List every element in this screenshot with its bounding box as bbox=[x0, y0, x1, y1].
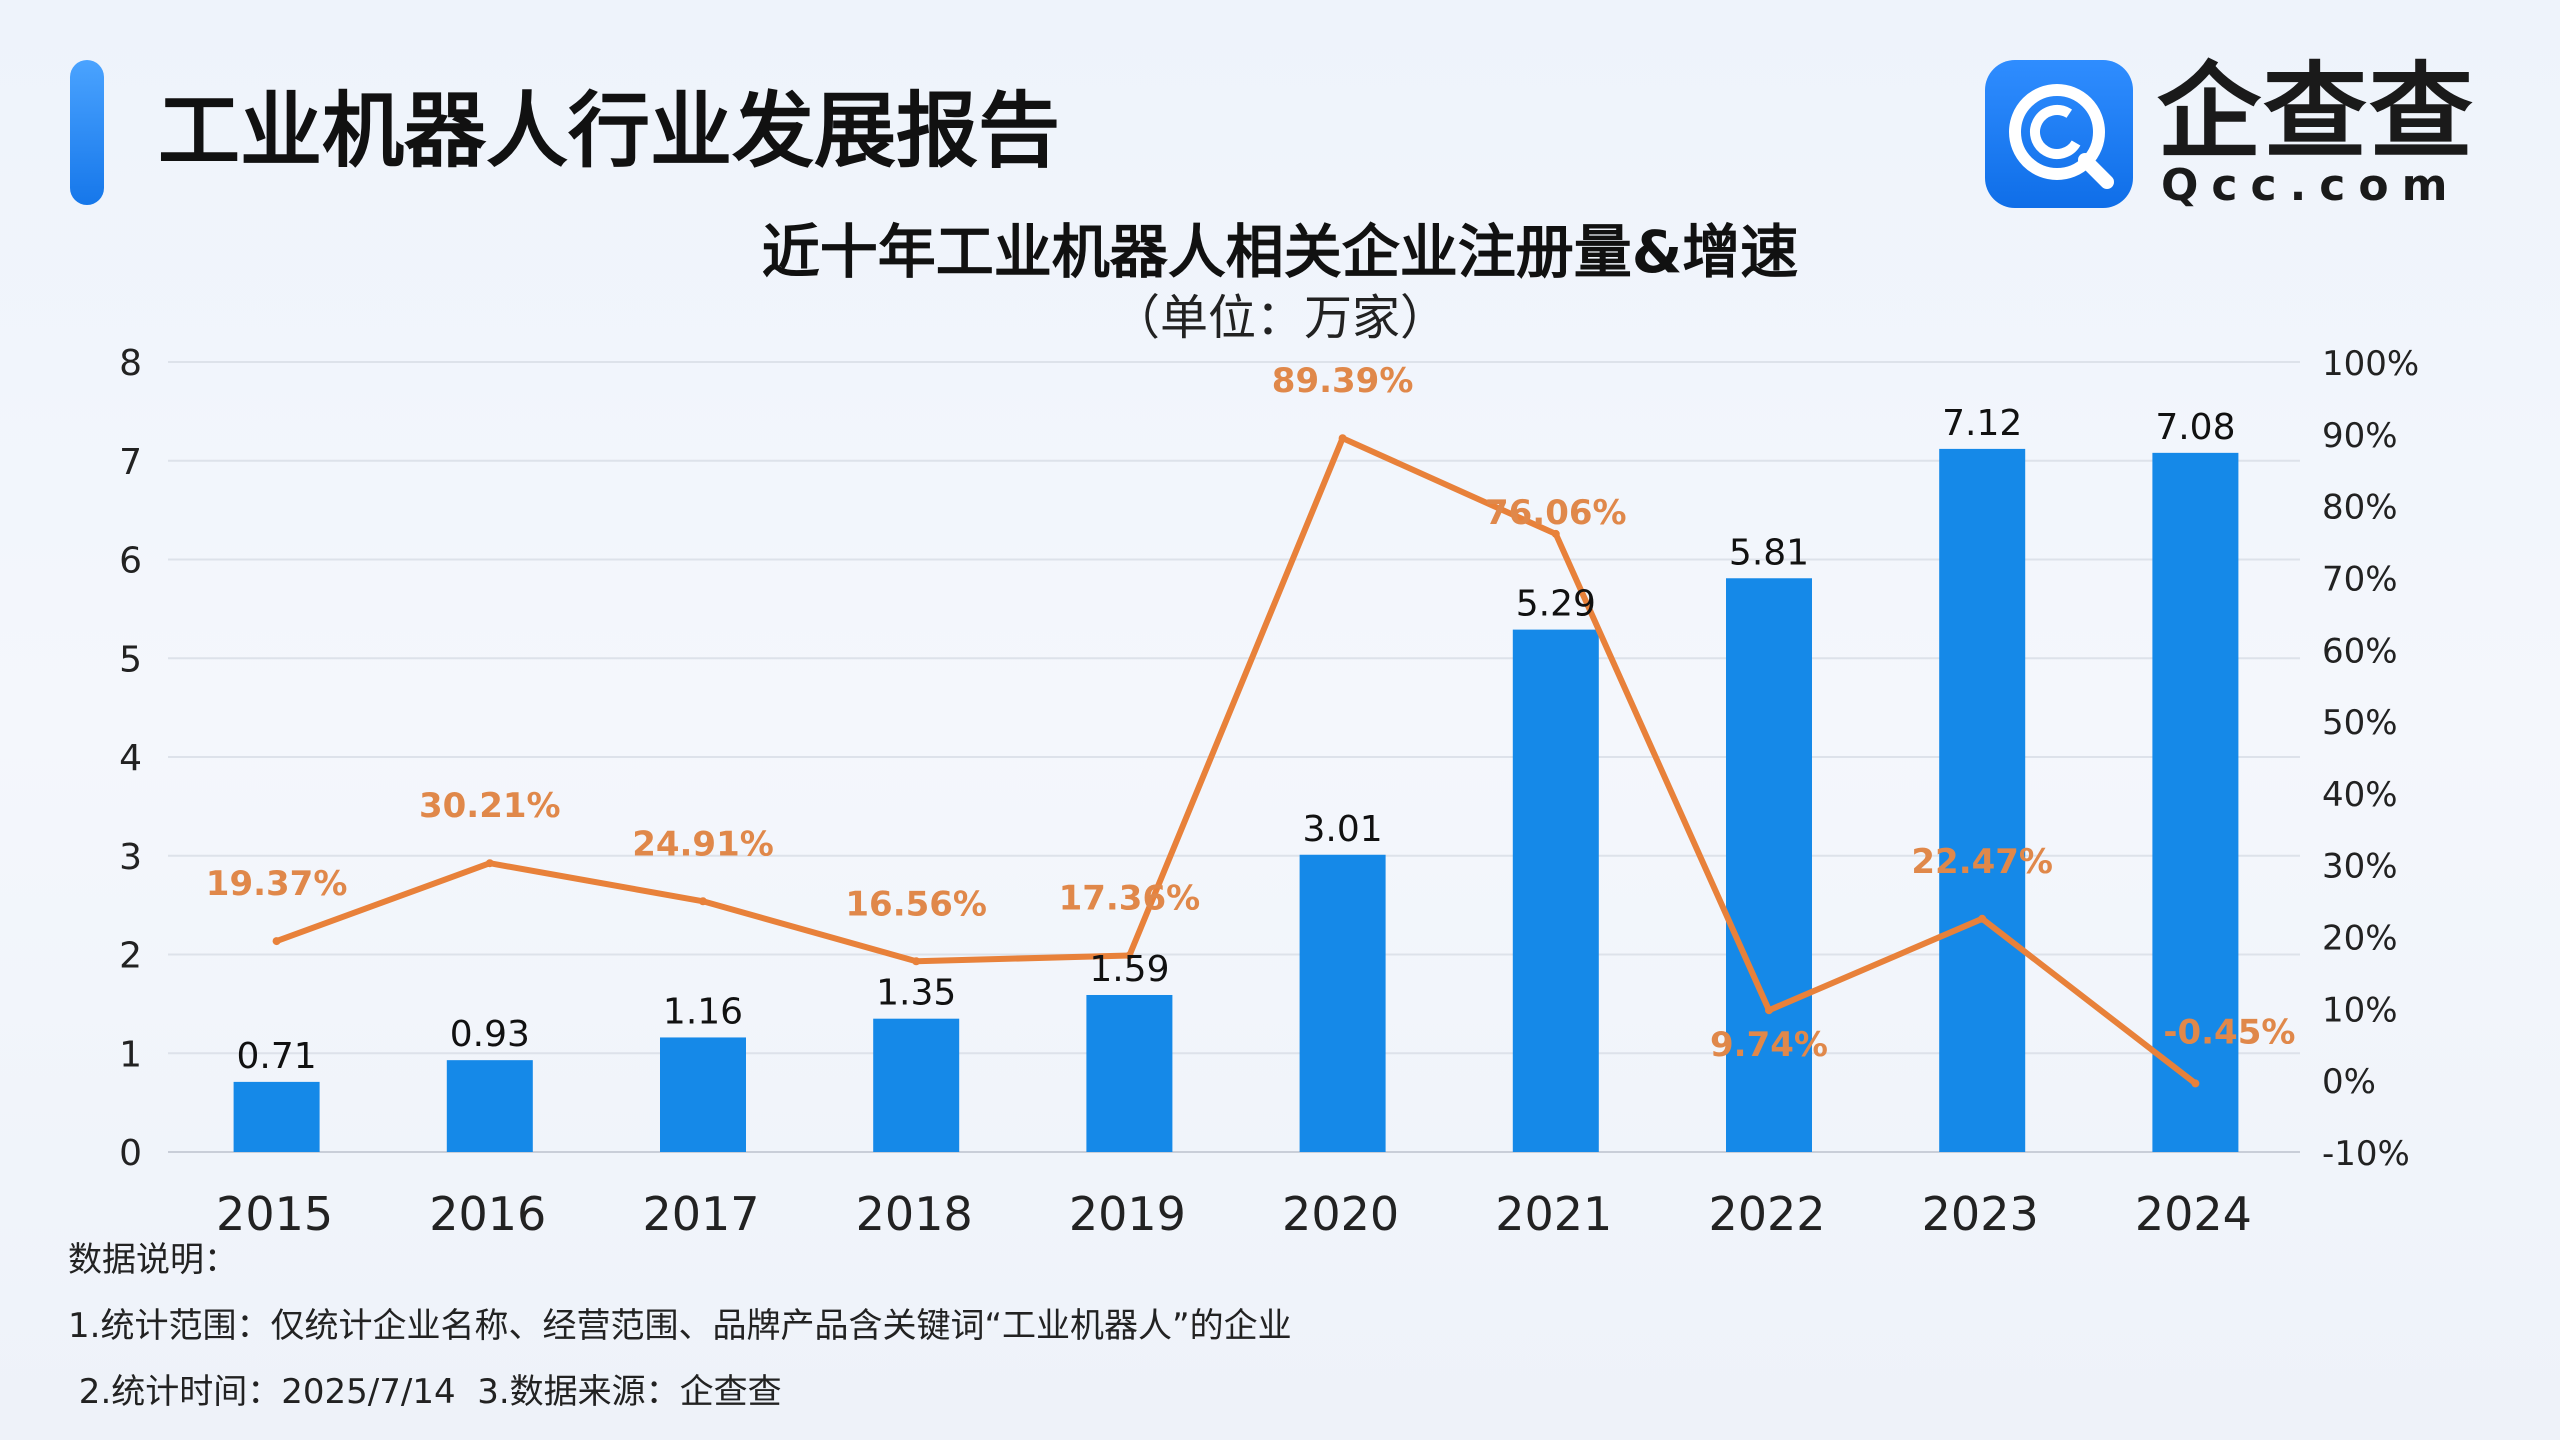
y-left-tick-label: 2 bbox=[119, 936, 142, 977]
growth-value-label: 17.36% bbox=[1059, 879, 1201, 919]
growth-point bbox=[1765, 1006, 1773, 1015]
y-right-tick-label: 50% bbox=[2322, 703, 2398, 743]
growth-point bbox=[699, 897, 707, 906]
bar bbox=[2152, 452, 2239, 1153]
brand-logo: 企查查 Qcc.com bbox=[1985, 52, 2473, 211]
growth-point bbox=[912, 957, 921, 966]
y-right-tick-label: 20% bbox=[2322, 919, 2398, 959]
y-left-tick-label: 4 bbox=[119, 738, 142, 779]
y-right-tick-label: 10% bbox=[2322, 990, 2398, 1030]
growth-value-label: 30.21% bbox=[419, 786, 561, 826]
y-left-tick-label: 1 bbox=[119, 1034, 142, 1075]
growth-value-label: 16.56% bbox=[845, 884, 987, 924]
y-right-tick-label: 80% bbox=[2322, 488, 2398, 528]
growth-point bbox=[272, 937, 281, 946]
growth-point bbox=[2191, 1079, 2200, 1088]
y-left-tick-label: 6 bbox=[119, 541, 142, 582]
logo-domain: Qcc.com bbox=[2161, 160, 2461, 211]
bar bbox=[1939, 448, 2026, 1152]
logo-name: 企查查 bbox=[2157, 51, 2476, 173]
notes-line-2: 2.统计时间：2025/7/14 3.数据来源：企查查 bbox=[68, 1372, 782, 1412]
bar bbox=[873, 1018, 960, 1152]
y-right-tick-label: 100% bbox=[2322, 344, 2419, 384]
y-left-tick-label: 0 bbox=[119, 1133, 142, 1174]
x-tick-label: 2019 bbox=[1069, 1187, 1186, 1241]
qcc-logo-icon bbox=[1985, 60, 2133, 208]
y-right-tick-label: 90% bbox=[2322, 416, 2398, 456]
axis-labels: 0 1 2 3 4 5 6 7 8 -10% 0% 10% 20% 30% 40% 50% 60% 70% 80% 9… bbox=[119, 343, 2419, 1241]
bar-value-label: 7.08 bbox=[2155, 407, 2235, 448]
y-right-tick-label: 70% bbox=[2322, 559, 2398, 599]
x-tick-label: 2016 bbox=[429, 1187, 546, 1241]
bar-value-label: 1.35 bbox=[876, 973, 956, 1014]
growth-value-label: 24.91% bbox=[632, 824, 774, 864]
header-accent-bar bbox=[70, 60, 104, 205]
bar-value-label: 1.16 bbox=[663, 991, 743, 1032]
growth-value-label: 9.74% bbox=[1710, 1025, 1828, 1065]
x-tick-label: 2015 bbox=[216, 1187, 333, 1241]
x-tick-label: 2022 bbox=[1708, 1187, 1825, 1241]
x-tick-label: 2023 bbox=[1922, 1187, 2039, 1241]
y-left-tick-label: 7 bbox=[119, 442, 142, 483]
bar-value-label: 5.81 bbox=[1729, 532, 1809, 573]
growth-point bbox=[1978, 914, 1987, 923]
growth-value-label: 19.37% bbox=[206, 864, 348, 904]
growth-value-label: -0.45% bbox=[2163, 1012, 2295, 1052]
y-left-tick-label: 3 bbox=[119, 837, 142, 878]
line-series bbox=[272, 434, 2200, 1088]
data-labels: 0.71 0.93 1.16 1.35 1.59 3.01 5.29 5.81 7.12 7.08… bbox=[206, 361, 2296, 1077]
growth-point bbox=[485, 859, 494, 868]
notes-line-1: 1.统计范围：仅统计企业名称、经营范围、品牌产品含关键词“工业机器人”的企业 bbox=[68, 1306, 1292, 1346]
chart-title: 近十年工业机器人相关企业注册量&增速 bbox=[761, 218, 1799, 286]
bar bbox=[1086, 994, 1173, 1152]
bar bbox=[446, 1060, 533, 1152]
growth-line bbox=[273, 435, 2199, 1087]
x-tick-label: 2024 bbox=[2135, 1187, 2252, 1241]
bar-value-label: 1.59 bbox=[1089, 949, 1169, 990]
bar-value-label: 3.01 bbox=[1303, 809, 1383, 850]
chart-subtitle: （单位：万家） bbox=[1111, 290, 1448, 346]
bar bbox=[660, 1037, 746, 1152]
bar bbox=[233, 1081, 320, 1152]
growth-point bbox=[1338, 434, 1347, 443]
bar-series bbox=[233, 448, 2239, 1153]
bar bbox=[1726, 578, 1812, 1152]
growth-point bbox=[1125, 951, 1134, 960]
y-right-tick-label: -10% bbox=[2322, 1134, 2410, 1174]
y-right-tick-label: 60% bbox=[2322, 631, 2398, 671]
x-tick-label: 2021 bbox=[1495, 1187, 1612, 1241]
bar bbox=[1299, 854, 1386, 1152]
y-left-tick-label: 8 bbox=[119, 343, 142, 384]
bar-value-label: 0.93 bbox=[450, 1014, 530, 1055]
report-title: 工业机器人行业发展报告 bbox=[158, 84, 1061, 179]
growth-value-label: 89.39% bbox=[1272, 361, 1414, 401]
growth-value-label: 22.47% bbox=[1911, 842, 2053, 882]
growth-value-label: 76.06% bbox=[1485, 493, 1627, 533]
y-right-tick-label: 40% bbox=[2322, 775, 2398, 815]
y-left-tick-label: 5 bbox=[119, 639, 142, 680]
y-right-tick-label: 0% bbox=[2322, 1062, 2376, 1102]
x-tick-label: 2018 bbox=[856, 1187, 973, 1241]
bar-value-label: 5.29 bbox=[1516, 584, 1596, 625]
bar-value-label: 0.71 bbox=[237, 1036, 317, 1077]
growth-point bbox=[1551, 529, 1560, 538]
x-tick-label: 2017 bbox=[642, 1187, 759, 1241]
notes-heading: 数据说明： bbox=[68, 1240, 238, 1280]
x-tick-label: 2020 bbox=[1282, 1187, 1399, 1241]
bar-value-label: 7.12 bbox=[1942, 403, 2022, 444]
bar bbox=[1512, 629, 1599, 1152]
y-right-tick-label: 30% bbox=[2322, 847, 2398, 887]
